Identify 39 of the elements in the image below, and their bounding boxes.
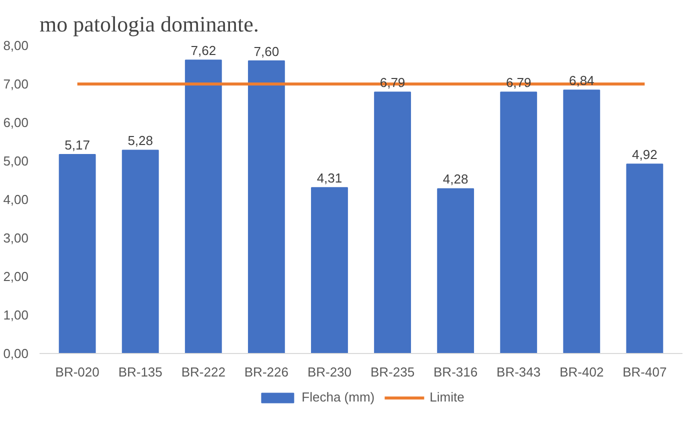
legend-label: Limite xyxy=(430,390,464,404)
x-tick-label: BR-407 xyxy=(622,364,667,380)
text: mo patologia dominante. xyxy=(40,12,259,36)
data-label: 4,31 xyxy=(316,170,342,186)
x-tick-label: BR-222 xyxy=(181,364,226,380)
x-tick-label: BR-020 xyxy=(55,364,100,380)
y-tick-label: 3,00 xyxy=(3,230,29,246)
y-tick-label: 1,00 xyxy=(3,308,29,322)
x-tick-label: BR-135 xyxy=(118,364,162,380)
data-label: 5,17 xyxy=(64,137,90,152)
bar xyxy=(563,90,600,354)
bar xyxy=(437,188,474,354)
bar xyxy=(248,60,285,354)
y-tick-label: 0,00 xyxy=(3,346,29,361)
y-tick-label: 5,00 xyxy=(3,154,29,168)
legend-label: Flecha (mm) xyxy=(302,390,375,404)
x-tick-label: BR-316 xyxy=(434,364,478,380)
bar xyxy=(374,92,411,354)
x-tick-label: BR-235 xyxy=(370,364,415,380)
bar xyxy=(58,154,96,354)
y-tick-label: 6,00 xyxy=(3,115,29,130)
x-tick-label: BR-230 xyxy=(307,364,352,380)
y-tick-label: 7,00 xyxy=(3,76,29,92)
bar xyxy=(626,164,664,354)
x-tick-label: BR-343 xyxy=(496,364,541,380)
y-tick-label: 4,00 xyxy=(3,192,29,207)
x-tick-label: BR-402 xyxy=(560,364,604,380)
data-label: 4,92 xyxy=(632,147,658,162)
y-tick-label: 2,00 xyxy=(3,269,29,284)
data-label: 4,28 xyxy=(442,172,468,187)
data-label: 5,28 xyxy=(128,133,154,148)
bar xyxy=(311,187,348,354)
bar xyxy=(122,150,159,354)
x-tick-label: BR-226 xyxy=(244,364,288,380)
bar xyxy=(184,60,222,354)
data-label: 7,60 xyxy=(254,44,280,59)
data-label: 7,62 xyxy=(190,43,216,58)
y-tick-label: 8,00 xyxy=(3,38,29,53)
bar xyxy=(500,92,538,354)
